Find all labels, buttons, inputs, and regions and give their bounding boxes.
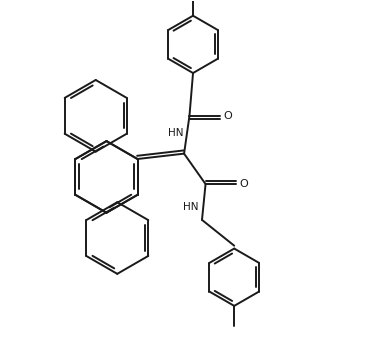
Text: O: O	[224, 111, 232, 121]
Text: HN: HN	[168, 128, 183, 138]
Text: O: O	[240, 179, 248, 189]
Text: HN: HN	[184, 203, 199, 212]
